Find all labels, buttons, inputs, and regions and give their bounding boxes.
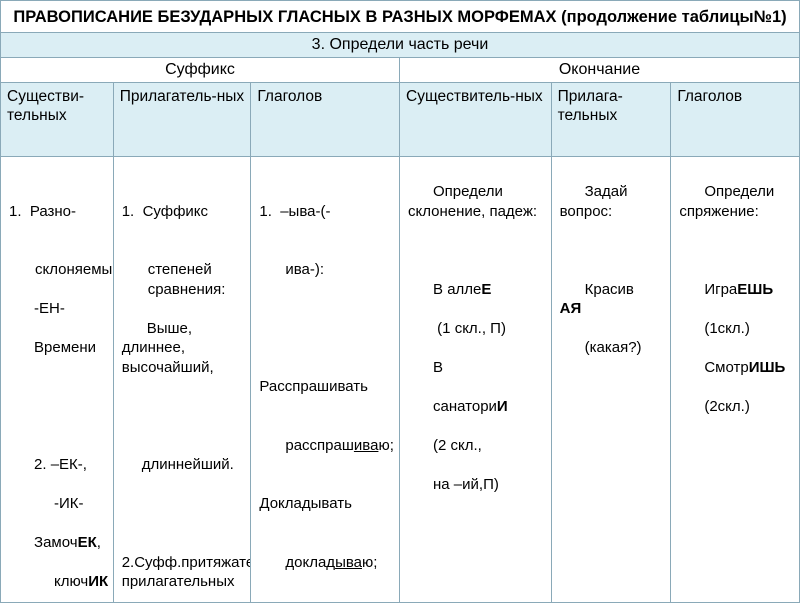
cell-verb-ending: Определи спряжение: ИграЕШЬ (1скл.) Смот… (671, 157, 799, 602)
table-title: ПРАВОПИСАНИЕ БЕЗУДАРНЫХ ГЛАСНЫХ В РАЗНЫХ… (1, 1, 799, 33)
col-header-noun-ending: Существитель-ных (400, 83, 552, 157)
cell-adj-ending: Задай вопрос: КрасивАЯ (какая?) (552, 157, 672, 602)
col-header-adj-suffix: Прилагатель-ных (114, 83, 252, 157)
grammar-table: ПРАВОПИСАНИЕ БЕЗУДАРНЫХ ГЛАСНЫХ В РАЗНЫХ… (0, 0, 800, 603)
column-header-row: Существи-тельных Прилагатель-ных Глаголо… (1, 83, 799, 157)
group-header-row: Суффикс Окончание (1, 58, 799, 83)
group-suffix: Суффикс (1, 58, 400, 83)
cell-noun-suffix: 1. Разно- склоняемые: -ЕН- Времени 2. –Е… (1, 157, 114, 602)
col-header-verb-suffix: Глаголов (251, 83, 400, 157)
cell-verb-suffix: 1. –ыва-(- ива-): Расспрашивать расспраш… (251, 157, 400, 602)
group-ending: Окончание (400, 58, 799, 83)
col-header-noun-suffix: Существи-тельных (1, 83, 114, 157)
col-header-adj-ending: Прилага-тельных (552, 83, 672, 157)
col-header-verb-ending: Глаголов (671, 83, 799, 157)
cell-noun-ending: Определи склонение, падеж: В аллеЕ (1 ск… (400, 157, 552, 602)
section-header: 3. Определи часть речи (1, 33, 799, 58)
data-row: 1. Разно- склоняемые: -ЕН- Времени 2. –Е… (1, 157, 799, 602)
cell-adj-suffix: 1. Суффикс степеней сравнения: Выше, дли… (114, 157, 252, 602)
